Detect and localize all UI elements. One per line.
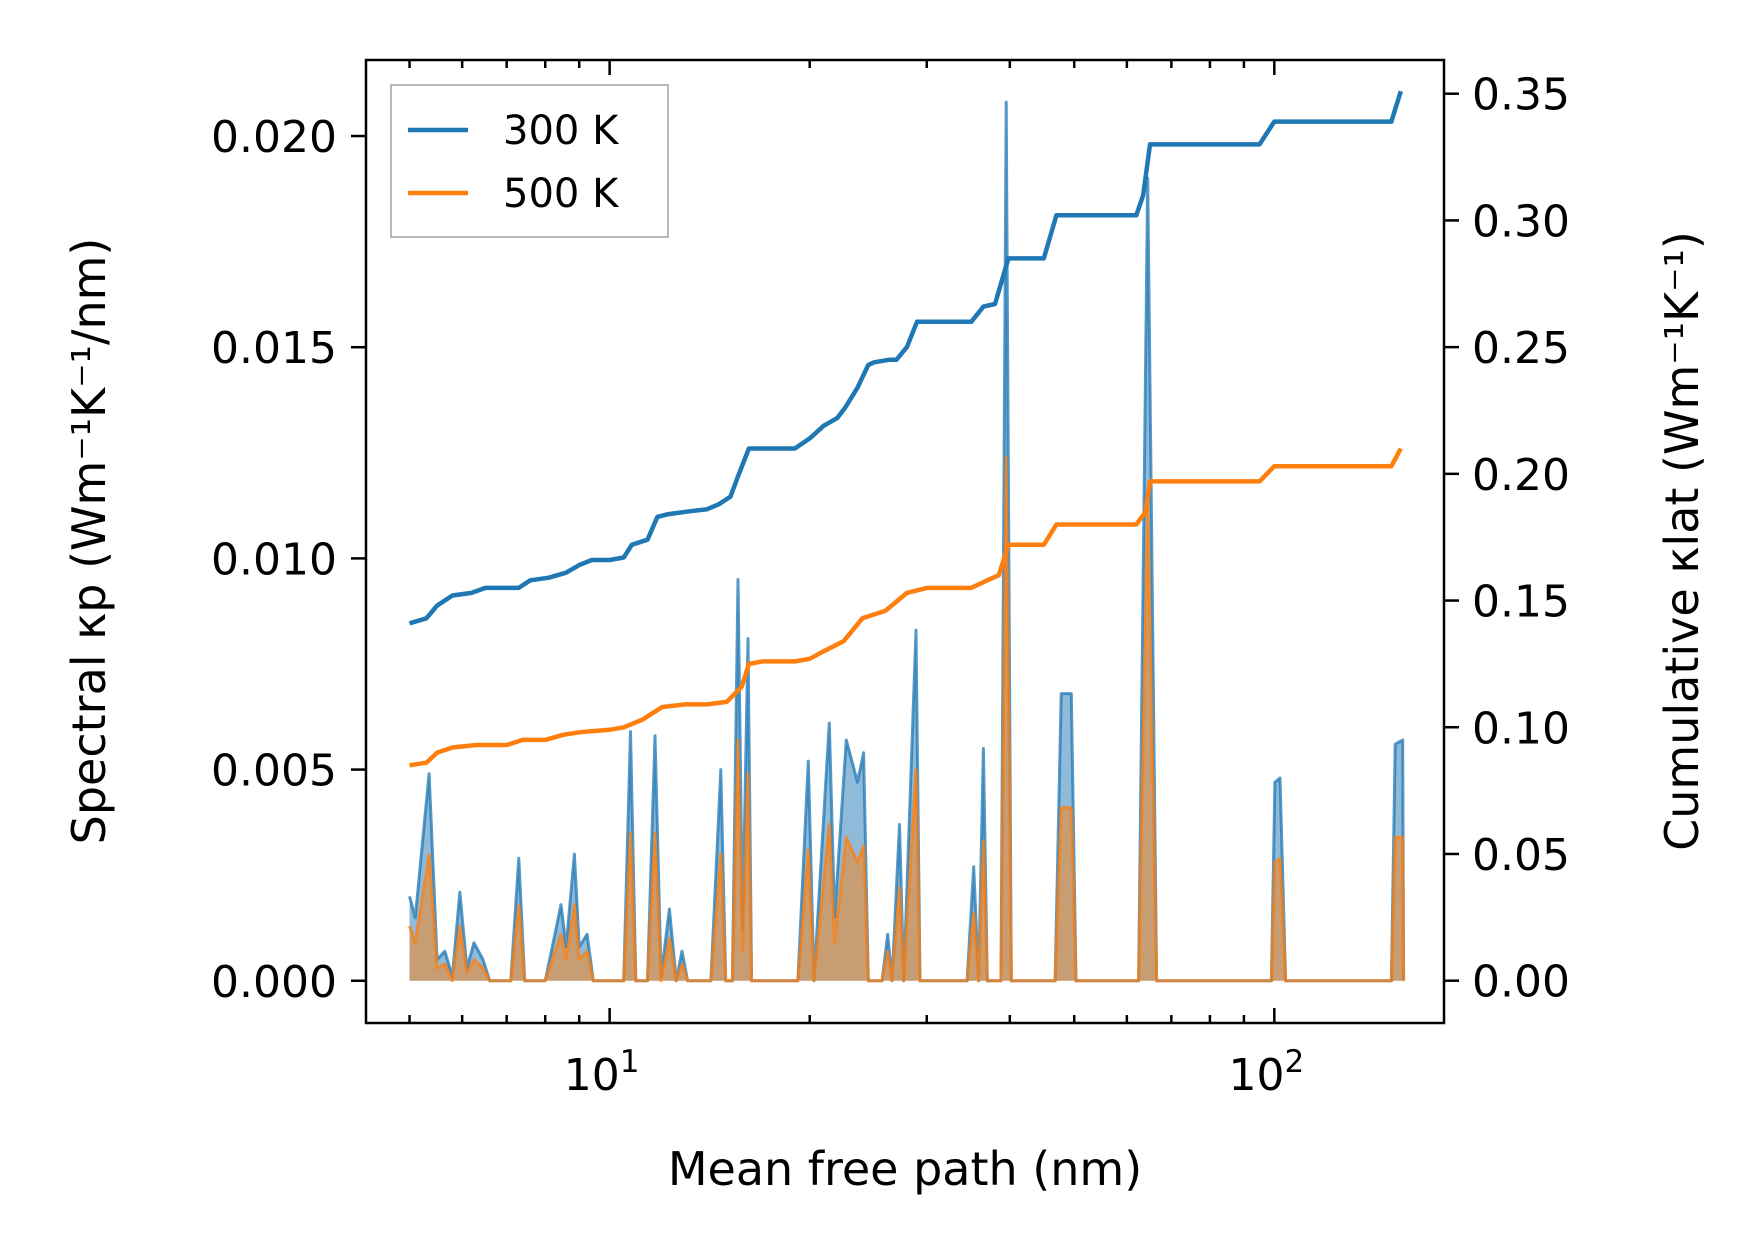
right-y-tick-label: 0.25	[1472, 323, 1570, 374]
right-y-tick-label: 0.10	[1472, 703, 1570, 754]
x-axis-title: Mean free path (nm)	[668, 1142, 1142, 1196]
left-y-tick-label: 0.010	[211, 534, 337, 585]
left-y-axis-title: Spectral κp (Wm⁻¹K⁻¹/nm)	[62, 238, 116, 845]
left-y-tick-label: 0.005	[211, 746, 337, 797]
right-y-tick-label: 0.00	[1472, 957, 1570, 1008]
x-tick-label: 101	[564, 1044, 640, 1101]
axis-ticks: 101 102 0.000 0.005 0.010 0.015 0.020 0.00 0.05 0…	[211, 60, 1570, 1101]
legend-box	[390, 84, 669, 238]
right-y-tick-label: 0.30	[1472, 196, 1570, 247]
plot-frame	[364, 58, 1446, 1025]
right-y-tick-label: 0.15	[1472, 577, 1570, 628]
legend: 300 K 500 K	[390, 84, 669, 238]
legend-label: 300 K	[503, 108, 620, 154]
cumulative-line-300k	[408, 90, 1403, 626]
right-y-axis-title: Cumulative κlat (Wm⁻¹K⁻¹)	[1655, 231, 1709, 851]
left-y-tick-label: 0.000	[211, 957, 337, 1008]
right-y-tick-label: 0.05	[1472, 830, 1570, 881]
left-y-tick-label: 0.020	[211, 112, 337, 163]
right-y-tick-label: 0.20	[1472, 450, 1570, 501]
cumulative-series-layer	[408, 90, 1403, 768]
spectral-series-layer	[408, 100, 1406, 983]
right-y-tick-label: 0.35	[1472, 70, 1570, 121]
cumulative-line-500k	[409, 447, 1403, 768]
left-y-tick-label: 0.015	[211, 323, 337, 374]
spectral-line-500k	[408, 455, 1406, 983]
x-tick-label: 102	[1228, 1044, 1304, 1101]
legend-label: 500 K	[503, 171, 620, 217]
